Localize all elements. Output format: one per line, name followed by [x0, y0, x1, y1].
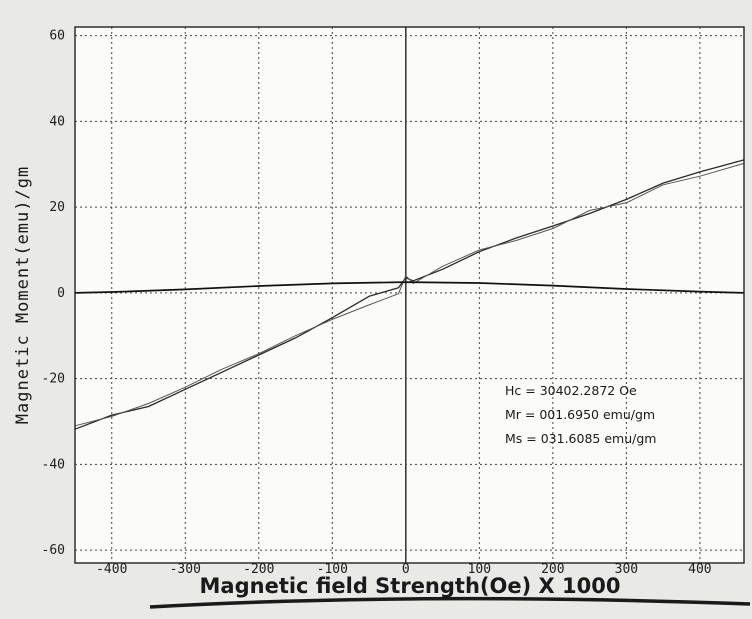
series-line-2 [74, 162, 745, 427]
x-tick-label: 200 [541, 562, 564, 577]
x-tick-label: -300 [170, 562, 201, 577]
x-tick-label: -400 [96, 562, 127, 577]
plot-area [75, 27, 744, 563]
series-line-3 [74, 281, 745, 294]
annotation-hc: Hc = 30402.2872 Oe [505, 383, 637, 398]
annotation-ms: Ms = 031.6085 emu/gm [505, 431, 656, 446]
series-line-1 [74, 159, 745, 430]
y-tick-label: 20 [49, 200, 65, 215]
y-tick-label: 60 [49, 29, 65, 44]
plot-border [74, 26, 745, 564]
series-group [74, 159, 745, 430]
x-tick-label: 100 [468, 562, 491, 577]
x-tick-label: 0 [402, 562, 410, 577]
y-axis-label: Magnetic Moment(emu)/gm [13, 166, 33, 424]
grid [75, 27, 744, 563]
page-edge-curve [149, 596, 751, 609]
y-tick-label: 40 [49, 114, 65, 129]
y-tick-label: 0 [57, 286, 65, 301]
tick-labels: -400 -300 -200 -100 0 100 200 300 4006040200-20-… [42, 29, 712, 577]
x-tick-label: -100 [317, 562, 348, 577]
x-tick-label: 400 [688, 562, 711, 577]
x-tick-label: -200 [243, 562, 274, 577]
annotation-mr: Mr = 001.6950 emu/gm [505, 407, 655, 422]
x-tick-label: 300 [615, 562, 638, 577]
y-tick-label: -40 [42, 457, 65, 472]
x-axis-label: Magnetic field Strength(Oe) X 1000 [200, 574, 621, 598]
y-tick-label: -20 [42, 372, 65, 387]
y-tick-label: -60 [42, 543, 65, 558]
